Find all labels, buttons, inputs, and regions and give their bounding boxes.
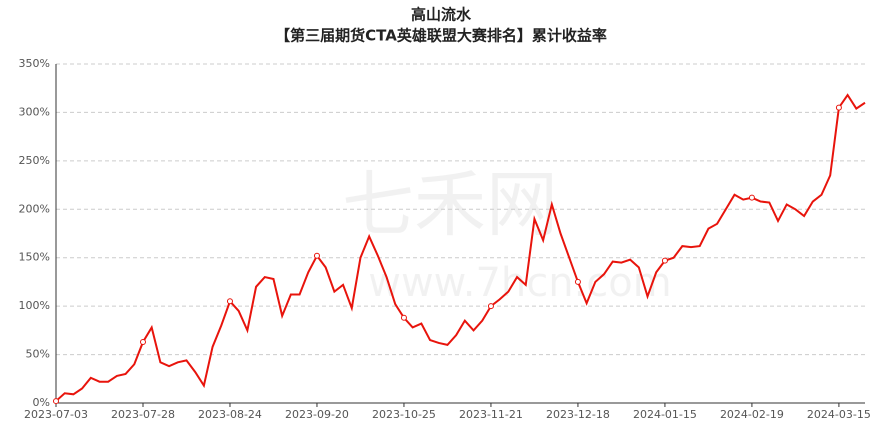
point-marker <box>487 303 494 310</box>
x-tick-label: 2024-01-15 <box>633 408 697 421</box>
line-series <box>55 93 866 402</box>
x-tick-label: 2023-10-25 <box>372 408 436 421</box>
y-tick-label: 250% <box>19 154 50 167</box>
x-tick-label: 2023-08-24 <box>198 408 262 421</box>
watermark: www.7hcn.com <box>368 260 671 306</box>
y-tick-label: 200% <box>19 202 50 215</box>
point-marker <box>748 194 755 201</box>
y-tick-label: 300% <box>19 105 50 118</box>
y-tick-label: 0% <box>33 396 50 409</box>
y-tick-label: 50% <box>26 348 50 361</box>
x-tick-label: 2023-07-03 <box>24 408 88 421</box>
x-tick-label: 2023-07-28 <box>111 408 175 421</box>
x-tick-label: 2024-03-15 <box>807 408 871 421</box>
watermark: 七禾网 <box>342 163 558 247</box>
point-marker <box>139 338 146 345</box>
point-marker <box>400 314 407 321</box>
point-marker <box>53 398 59 405</box>
chart-subtitle: 【第三届期货CTA英雄联盟大赛排名】累计收益率 <box>275 27 607 45</box>
point-marker <box>574 278 581 285</box>
point-marker <box>835 104 842 111</box>
x-tick-label: 2024-02-19 <box>720 408 784 421</box>
y-tick-label: 150% <box>19 251 50 264</box>
x-tick-label: 2023-09-20 <box>285 408 349 421</box>
point-marker <box>313 252 320 259</box>
y-tick-label: 100% <box>19 299 50 312</box>
point-marker <box>226 298 233 305</box>
y-tick-label: 350% <box>19 57 50 70</box>
chart-title: 高山流水 <box>411 6 472 24</box>
x-tick-label: 2023-11-21 <box>459 408 523 421</box>
point-marker <box>661 257 668 264</box>
x-tick-label: 2023-12-18 <box>546 408 610 421</box>
